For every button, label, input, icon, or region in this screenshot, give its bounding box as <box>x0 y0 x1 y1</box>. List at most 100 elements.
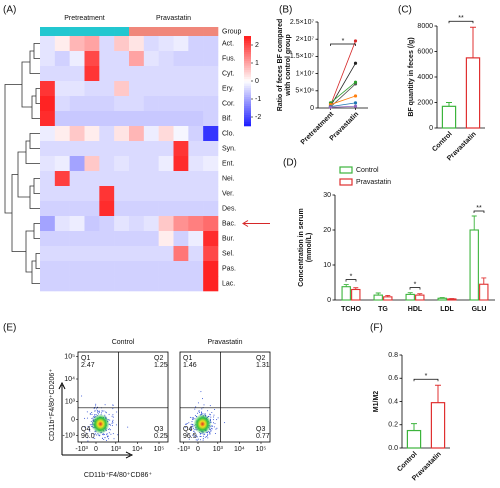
event-dot <box>106 433 108 435</box>
heat-cell <box>158 156 174 172</box>
bar <box>469 229 479 301</box>
group-cell <box>84 27 100 36</box>
event-dot <box>192 419 194 420</box>
bar <box>437 297 447 301</box>
event-dot <box>195 436 197 438</box>
event-dot <box>186 423 187 425</box>
heat-cell <box>54 246 70 262</box>
heat-cell <box>173 66 189 82</box>
heat-cell <box>188 156 204 172</box>
y-axis-label: M1/M2 <box>373 391 380 413</box>
quadrant-value: 96.0 <box>81 433 95 440</box>
heat-cell <box>203 171 219 187</box>
event-dot <box>197 402 199 404</box>
heat-cell <box>54 216 70 232</box>
heat-cell <box>114 96 130 112</box>
heat-cell <box>54 81 70 97</box>
heat-cell <box>129 276 145 292</box>
heat-cell <box>188 51 204 67</box>
colorbar-step <box>244 110 251 113</box>
event-dot <box>110 424 112 426</box>
heat-cell <box>188 231 204 247</box>
row-label: Syn. <box>222 145 236 152</box>
bar <box>441 105 457 129</box>
x-tick-label: GLU <box>472 306 487 313</box>
heat-cell <box>54 186 70 202</box>
heat-cell <box>114 51 130 67</box>
event-dot <box>84 417 86 419</box>
heat-cell <box>158 141 174 157</box>
significance-bracket <box>330 43 356 46</box>
event-dot <box>104 404 106 406</box>
heat-cell <box>40 186 56 202</box>
heat-cell <box>84 66 100 82</box>
heat-cell <box>173 81 189 97</box>
quadrant-value: 2.47 <box>81 362 95 369</box>
event-dot <box>87 440 89 442</box>
event-dot <box>86 437 88 439</box>
colorbar-tick-label: -2 <box>255 114 261 121</box>
heat-cell <box>188 171 204 187</box>
event-dot <box>207 437 209 439</box>
quadrant-name: Q4 <box>81 426 90 433</box>
x-tick-label: -10³ <box>75 446 88 453</box>
colorbar-step <box>244 117 251 120</box>
event-dot <box>194 415 196 417</box>
point <box>328 105 333 109</box>
heat-cell <box>203 111 219 127</box>
point <box>353 80 358 84</box>
quadrant-name: Q3 <box>154 426 163 433</box>
event-dot <box>112 416 114 418</box>
heat-cell <box>203 231 219 247</box>
colorbar-tick-label: 0 <box>255 78 259 85</box>
significance-bracket <box>448 20 474 24</box>
event-dot <box>188 422 190 424</box>
row-label: Cyt. <box>222 70 235 77</box>
heat-cell <box>173 216 189 232</box>
heat-cell <box>54 126 70 142</box>
event-dot <box>189 436 191 438</box>
heat-cell <box>99 276 115 292</box>
heat-cell <box>188 66 204 82</box>
heat-cell <box>203 186 219 202</box>
heat-cell <box>40 201 56 217</box>
row-label: Ver. <box>222 190 234 197</box>
heat-cell <box>158 201 174 217</box>
event-dot <box>194 432 196 434</box>
significance-label: ** <box>476 205 482 212</box>
heat-cell <box>99 111 115 127</box>
y-tick-label: 8000 <box>417 23 433 30</box>
colorbar-step <box>244 51 251 55</box>
bar <box>465 57 481 129</box>
heat-cell <box>69 171 85 187</box>
event-dot <box>192 423 194 425</box>
heat-cell <box>99 36 115 52</box>
event-dot <box>103 410 105 412</box>
quadrant-name: Q4 <box>183 426 192 433</box>
group-label: Group <box>222 28 242 35</box>
event-dot <box>103 439 105 440</box>
event-dot <box>202 413 204 415</box>
heat-cell <box>40 216 56 232</box>
heat-cell <box>173 231 189 247</box>
dendrogram <box>4 43 40 284</box>
colorbar-step <box>244 90 251 93</box>
heat-cell <box>173 96 189 112</box>
heat-cell <box>84 246 100 262</box>
significance-label: * <box>425 373 428 380</box>
heat-cell <box>84 141 100 157</box>
significance-bracket <box>409 287 421 290</box>
event-dot <box>94 437 96 439</box>
heat-cell <box>99 126 115 142</box>
error-bar <box>471 215 477 230</box>
heat-cell <box>188 261 204 277</box>
row-label: Des. <box>222 205 236 212</box>
panel-label: (E) <box>3 323 16 334</box>
event-dot <box>188 438 190 440</box>
group-cell <box>173 27 189 36</box>
group-cell <box>99 27 115 36</box>
row-label: Act. <box>222 40 234 47</box>
event-dot <box>115 424 117 426</box>
heat-cell <box>40 276 56 292</box>
x-tick-label: HDL <box>408 306 423 313</box>
